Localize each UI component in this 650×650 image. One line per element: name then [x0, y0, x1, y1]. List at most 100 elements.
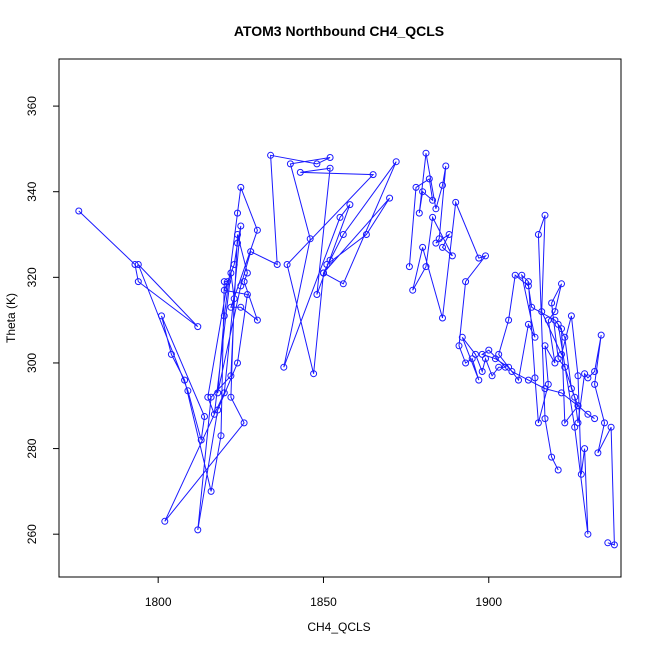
- data-point: [234, 231, 241, 238]
- data-point: [561, 419, 569, 427]
- data-point: [326, 256, 334, 264]
- data-point: [313, 291, 321, 298]
- data-point: [204, 393, 212, 401]
- data-point: [488, 372, 496, 380]
- data-point: [214, 406, 222, 414]
- data-point: [475, 254, 483, 262]
- data-point: [210, 410, 218, 418]
- data-point: [452, 198, 460, 206]
- data-point: [75, 207, 83, 215]
- data-point: [224, 278, 232, 286]
- data-point: [134, 278, 142, 286]
- data-point: [247, 248, 255, 256]
- data-point: [237, 282, 245, 290]
- data-point: [472, 350, 479, 358]
- data-point: [462, 359, 470, 367]
- data-point: [181, 376, 189, 384]
- plot-frame: [58, 58, 622, 578]
- y-tick-label: 280: [25, 438, 39, 458]
- data-point: [581, 445, 589, 453]
- data-point: [485, 346, 493, 354]
- data-point: [455, 342, 463, 350]
- data-point: [161, 517, 169, 525]
- data-point: [524, 320, 532, 328]
- data-point: [386, 194, 394, 202]
- data-point: [594, 449, 602, 457]
- data-point: [584, 530, 592, 538]
- data-point: [591, 415, 599, 423]
- y-tick-label: 260: [25, 524, 39, 544]
- data-point: [505, 316, 513, 324]
- data-point: [435, 235, 443, 243]
- x-tick-label: 1800: [145, 595, 172, 609]
- data-point: [448, 252, 456, 260]
- data-point: [339, 231, 347, 238]
- data-point: [558, 350, 565, 358]
- data-point: [243, 291, 251, 298]
- data-point: [567, 312, 575, 320]
- data-point: [339, 280, 347, 288]
- data-point: [214, 389, 222, 397]
- data-point: [475, 376, 483, 384]
- data-point: [240, 419, 248, 427]
- data-point: [554, 355, 562, 363]
- x-axis: 1800 1850 1900: [145, 577, 502, 609]
- data-point: [445, 231, 453, 238]
- data-point: [478, 368, 486, 375]
- data-point: [320, 269, 327, 277]
- data-point: [207, 393, 215, 401]
- data-point: [207, 487, 215, 495]
- data-point: [534, 419, 542, 427]
- data-point: [230, 261, 238, 268]
- data-point: [326, 154, 334, 161]
- data-point: [240, 278, 248, 286]
- data-point: [220, 278, 228, 286]
- data-point: [197, 436, 205, 444]
- data-point: [495, 350, 503, 358]
- data-point: [323, 261, 331, 268]
- data-point: [158, 312, 165, 320]
- data-point: [237, 183, 245, 191]
- data-point: [234, 209, 241, 217]
- data-series: [75, 149, 618, 549]
- data-point: [439, 243, 446, 251]
- data-point: [524, 278, 532, 286]
- data-point: [482, 252, 489, 260]
- data-point: [194, 323, 202, 331]
- data-point: [558, 325, 565, 333]
- y-axis-label: Theta (K): [4, 293, 18, 343]
- data-point: [574, 419, 582, 427]
- data-point: [234, 239, 241, 247]
- data-point: [528, 303, 536, 311]
- data-point: [541, 211, 549, 219]
- data-point: [273, 261, 281, 268]
- data-point: [442, 162, 450, 170]
- data-point: [326, 164, 334, 172]
- data-point: [551, 316, 559, 324]
- x-tick-label: 1850: [310, 595, 337, 609]
- data-point: [541, 415, 549, 423]
- data-point: [243, 269, 251, 277]
- data-point: [458, 333, 466, 341]
- data-point: [571, 393, 579, 401]
- y-tick-label: 300: [25, 353, 39, 373]
- data-point: [515, 376, 522, 384]
- data-point: [409, 286, 417, 294]
- series-line: [408, 153, 615, 546]
- data-point: [419, 188, 427, 196]
- data-point: [495, 363, 503, 371]
- data-point: [584, 374, 592, 382]
- data-point: [548, 453, 556, 461]
- data-point: [227, 372, 235, 380]
- data-point: [227, 393, 235, 401]
- data-point: [220, 389, 228, 397]
- data-point: [313, 160, 321, 168]
- data-point: [131, 261, 139, 268]
- data-point: [280, 363, 288, 371]
- data-point: [601, 419, 608, 427]
- data-point: [425, 175, 433, 183]
- data-point: [551, 308, 559, 316]
- data-point: [584, 410, 592, 418]
- y-tick-label: 320: [25, 267, 39, 287]
